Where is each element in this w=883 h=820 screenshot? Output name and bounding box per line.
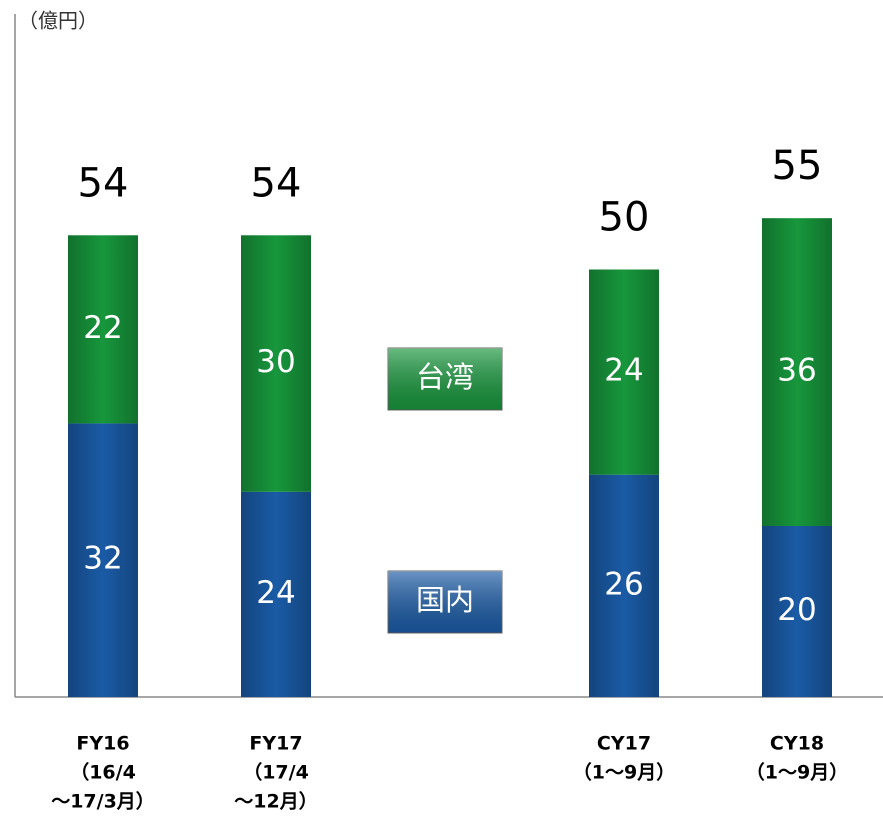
segment-label: 20 xyxy=(777,592,816,628)
segment-label: 30 xyxy=(256,344,295,380)
bar-shade xyxy=(762,526,832,697)
x-tick-label: FY16 xyxy=(76,733,129,755)
legend-gloss xyxy=(388,571,502,633)
bar-shade xyxy=(68,423,138,697)
bar-shade xyxy=(589,474,659,697)
x-tick-label: FY17 xyxy=(249,733,302,755)
total-label: 55 xyxy=(772,143,823,189)
x-tick-label: （1～9月） xyxy=(746,761,848,784)
segment-label: 24 xyxy=(604,353,643,389)
segment-label: 26 xyxy=(604,566,643,602)
total-label: 54 xyxy=(78,160,129,206)
legend-label: 国内 xyxy=(416,583,474,617)
x-tick-label: （1～9月） xyxy=(573,761,675,784)
segment-label: 36 xyxy=(777,353,816,389)
x-tick-label: ～17/3月） xyxy=(51,790,155,813)
total-label: 50 xyxy=(599,195,650,241)
bar-shade xyxy=(589,269,659,475)
legend-gloss xyxy=(388,348,502,410)
legend-label: 台湾 xyxy=(416,360,474,394)
x-tick-label: （16/4 xyxy=(70,761,136,784)
bar-shade xyxy=(241,235,311,492)
x-tick-label: （17/4 xyxy=(243,761,309,784)
total-label: 54 xyxy=(251,160,302,206)
x-tick-label: CY17 xyxy=(597,733,651,755)
segment-label: 22 xyxy=(83,310,122,346)
y-axis-label: （億円） xyxy=(18,9,98,33)
bar-shade xyxy=(68,235,138,424)
segment-label: 24 xyxy=(256,575,295,611)
bar-shade xyxy=(241,491,311,697)
x-tick-label: ～12月） xyxy=(234,790,317,813)
segment-label: 32 xyxy=(83,541,122,577)
x-tick-label: CY18 xyxy=(770,733,824,755)
bar-shade xyxy=(762,218,832,526)
